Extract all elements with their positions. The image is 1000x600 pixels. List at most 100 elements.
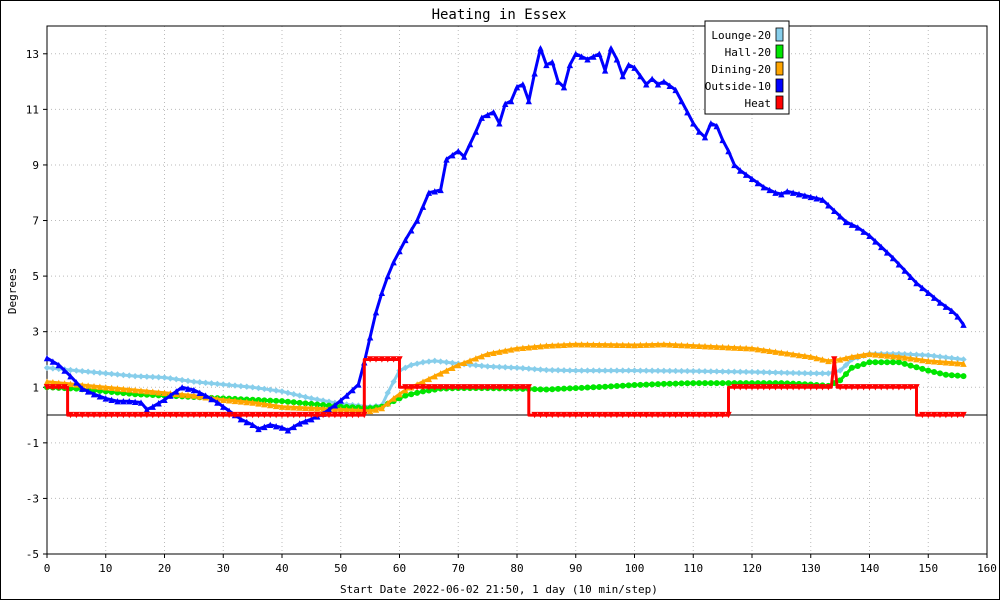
data-point-lounge-20: [748, 368, 756, 376]
data-point-lounge-20: [255, 384, 262, 392]
data-point-hall-20: [907, 362, 914, 369]
data-point-lounge-20: [67, 366, 74, 374]
data-point-outside-10: [484, 111, 491, 119]
data-point-dining-20: [584, 341, 591, 348]
data-point-lounge-20: [384, 389, 391, 397]
data-point-lounge-20: [954, 355, 961, 362]
data-point-hall-20: [837, 377, 844, 384]
data-point-heat: [366, 356, 374, 363]
data-point-outside-10: [701, 133, 709, 141]
data-point-heat: [167, 411, 174, 419]
data-point-hall-20: [572, 385, 579, 392]
data-point-dining-20: [866, 350, 873, 358]
data-point-heat: [437, 384, 444, 391]
data-point-heat: [590, 411, 597, 419]
data-point-hall-20: [296, 399, 303, 406]
data-point-heat: [443, 384, 450, 391]
data-point-heat: [384, 356, 391, 363]
data-point-lounge-20: [942, 354, 950, 361]
data-point-dining-20: [319, 405, 327, 412]
data-point-heat: [819, 384, 826, 391]
data-point-heat: [84, 411, 92, 419]
data-point-lounge-20: [408, 361, 415, 369]
data-point-heat: [143, 411, 151, 419]
data-point-heat: [895, 384, 903, 391]
data-point-outside-10: [643, 81, 650, 88]
data-point-dining-20: [960, 360, 967, 367]
data-point-outside-10: [895, 261, 903, 268]
data-point-outside-10: [748, 175, 756, 183]
data-point-lounge-20: [737, 368, 744, 376]
data-point-lounge-20: [225, 381, 233, 389]
data-point-heat: [942, 411, 950, 419]
data-point-outside-10: [684, 108, 691, 116]
data-point-lounge-20: [79, 367, 86, 375]
data-point-dining-20: [507, 346, 515, 353]
data-point-dining-20: [925, 357, 932, 365]
data-point-lounge-20: [413, 360, 421, 367]
data-point-heat: [866, 384, 873, 391]
data-point-outside-10: [907, 273, 914, 280]
data-point-lounge-20: [490, 363, 497, 370]
data-point-outside-10: [61, 367, 68, 374]
data-point-outside-10: [619, 72, 626, 80]
data-point-lounge-20: [719, 368, 726, 375]
data-point-outside-10: [872, 238, 879, 245]
data-point-hall-20: [561, 385, 567, 392]
data-point-dining-20: [272, 402, 280, 410]
data-point-outside-10: [560, 83, 568, 91]
data-point-heat: [907, 384, 914, 391]
data-point-dining-20: [590, 341, 597, 348]
data-point-heat: [237, 411, 245, 419]
data-point-heat: [455, 384, 462, 391]
data-point-outside-10: [137, 399, 145, 406]
data-point-lounge-20: [672, 367, 679, 375]
data-point-lounge-20: [742, 368, 750, 376]
data-point-dining-20: [572, 340, 579, 348]
data-point-dining-20: [666, 341, 673, 348]
data-point-heat: [560, 411, 568, 419]
data-point-lounge-20: [484, 363, 491, 370]
data-point-heat: [372, 356, 380, 363]
data-point-lounge-20: [825, 370, 832, 377]
data-point-dining-20: [701, 342, 709, 350]
series-line-dining-20: [46, 342, 964, 413]
data-point-outside-10: [860, 228, 867, 235]
data-point-dining-20: [243, 398, 250, 406]
data-point-hall-20: [884, 359, 891, 366]
data-point-outside-10: [795, 190, 803, 198]
data-point-heat: [131, 411, 139, 419]
data-point-lounge-20: [549, 366, 556, 374]
data-point-outside-10: [349, 386, 356, 394]
data-point-heat: [772, 384, 779, 391]
data-point-outside-10: [760, 183, 767, 191]
data-point-heat: [948, 411, 955, 419]
data-point-outside-10: [43, 354, 51, 362]
data-point-heat: [137, 411, 145, 419]
data-point-hall-20: [655, 381, 661, 388]
data-point-outside-10: [90, 391, 98, 398]
data-point-outside-10: [654, 81, 662, 88]
data-point-dining-20: [225, 397, 233, 404]
data-point-dining-20: [766, 347, 773, 355]
data-point-dining-20: [237, 398, 245, 405]
data-point-heat: [431, 384, 438, 391]
data-point-heat: [390, 356, 397, 363]
data-point-dining-20: [566, 341, 574, 348]
data-point-dining-20: [114, 385, 121, 392]
legend-swatch-heat: [775, 95, 784, 110]
data-point-dining-20: [795, 351, 803, 359]
data-point-heat: [795, 384, 803, 391]
data-point-heat: [496, 384, 503, 391]
data-point-heat: [572, 411, 579, 419]
chart-title: Heating in Essex: [432, 7, 567, 23]
data-point-heat: [108, 411, 115, 419]
data-point-hall-20: [702, 380, 708, 387]
data-point-outside-10: [408, 227, 415, 234]
data-point-dining-20: [255, 400, 262, 407]
data-point-outside-10: [419, 203, 427, 210]
data-point-dining-20: [737, 344, 744, 352]
data-point-lounge-20: [601, 367, 609, 374]
data-point-dining-20: [484, 350, 491, 358]
x-tick-label: 130: [801, 562, 821, 575]
